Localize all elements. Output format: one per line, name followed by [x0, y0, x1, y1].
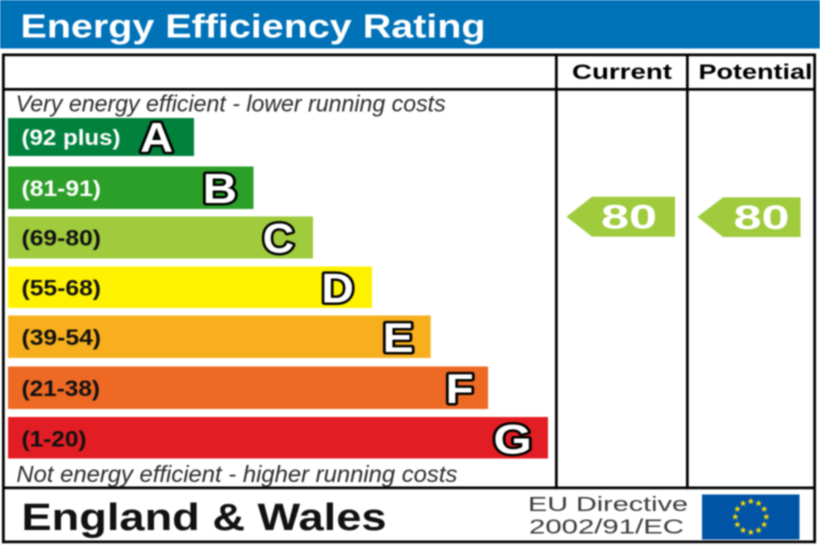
svg-text:2002/91/EC: 2002/91/EC [529, 517, 684, 539]
svg-text:(21-38): (21-38) [22, 376, 101, 401]
svg-text:A: A [140, 114, 173, 161]
svg-text:C: C [263, 215, 295, 262]
svg-text:Potential: Potential [699, 61, 813, 84]
svg-text:Not energy efficient - higher: Not energy efficient - higher running co… [16, 461, 458, 487]
svg-text:Very energy efficient - lower: Very energy efficient - lower running co… [16, 90, 446, 116]
svg-text:Energy Efficiency Rating: Energy Efficiency Rating [21, 8, 486, 45]
svg-text:(81-91): (81-91) [22, 176, 102, 201]
svg-text:(1-20): (1-20) [22, 426, 87, 451]
svg-text:B: B [203, 165, 238, 212]
svg-text:(69-80): (69-80) [22, 226, 102, 251]
svg-text:80: 80 [601, 199, 657, 237]
svg-text:(92 plus): (92 plus) [22, 125, 121, 150]
svg-text:D: D [321, 264, 354, 311]
svg-text:EU Directive: EU Directive [528, 494, 688, 516]
svg-text:(55-68): (55-68) [22, 275, 102, 300]
svg-text:F: F [446, 365, 474, 412]
svg-text:England & Wales: England & Wales [22, 497, 387, 539]
svg-text:80: 80 [734, 199, 790, 237]
svg-text:G: G [493, 415, 532, 462]
svg-text:(39-54): (39-54) [22, 325, 102, 350]
svg-text:E: E [383, 314, 414, 361]
svg-text:Current: Current [572, 61, 672, 84]
